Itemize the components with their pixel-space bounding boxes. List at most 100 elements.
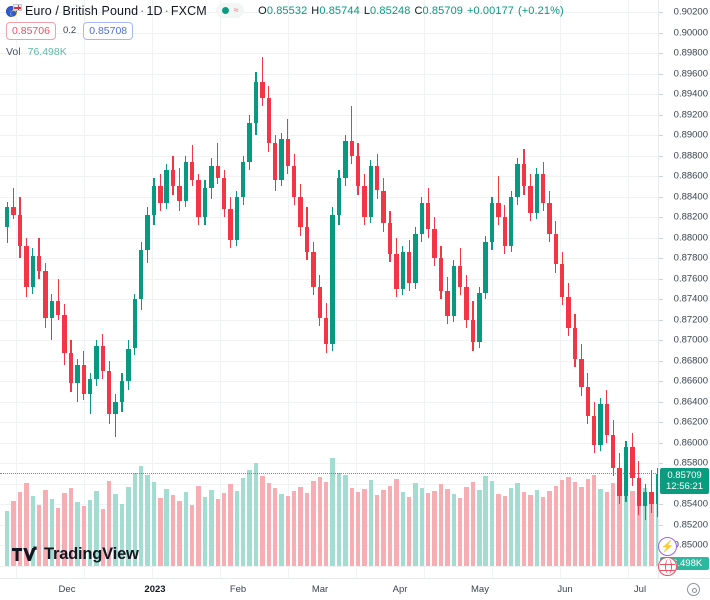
- candle-body: [49, 301, 55, 318]
- volume-bar: [426, 492, 431, 566]
- candle-body: [419, 202, 425, 234]
- high-value: 0.85744: [319, 4, 360, 17]
- candle-wick: [89, 373, 91, 415]
- candle-body: [158, 186, 163, 203]
- volume-bar: [585, 479, 590, 566]
- candle-body: [253, 81, 259, 123]
- price-tick-label: 0.86600: [673, 375, 708, 387]
- volume-bar: [24, 483, 29, 566]
- volume-series: [4, 458, 661, 566]
- legend-separator-1: ·: [140, 3, 145, 18]
- candle-body: [387, 223, 393, 255]
- candle-wick: [351, 106, 353, 164]
- volume-bar: [381, 489, 386, 566]
- lightning-alert-button[interactable]: ⚡: [658, 537, 677, 556]
- series-status-dot-icon[interactable]: [221, 7, 229, 14]
- candle-body: [406, 252, 412, 283]
- price-tick-mark: [659, 504, 663, 506]
- time-tick-label: Mar: [311, 584, 329, 595]
- legend-actions[interactable]: ≈: [215, 3, 245, 18]
- grid-line-horizontal: [0, 320, 658, 321]
- indicator-row[interactable]: 0.85706 0.2 0.85708: [6, 21, 564, 40]
- candle-body: [381, 190, 386, 224]
- chart-legend: Euro / British Pound · 1D · FXCM ≈ O0.85…: [6, 2, 564, 60]
- indicator-badge-upper[interactable]: 0.85708: [83, 21, 134, 40]
- indicator-badge-lower[interactable]: 0.85706: [6, 21, 56, 40]
- price-tick-mark: [659, 299, 663, 301]
- low-key: L: [363, 4, 371, 17]
- volume-bar: [432, 490, 437, 566]
- grid-line-vertical: [84, 0, 85, 578]
- gear-icon[interactable]: [687, 583, 700, 596]
- price-tick-mark: [659, 73, 663, 75]
- grid-line-horizontal: [0, 115, 658, 116]
- replay-globe-button[interactable]: [658, 557, 677, 576]
- candle-body: [355, 155, 361, 187]
- volume-legend-row[interactable]: Vol 76.498K: [6, 43, 564, 60]
- candle-wick: [650, 469, 653, 513]
- volume-bar: [617, 478, 622, 566]
- candle-body: [30, 256, 35, 287]
- price-tick-label: 0.87800: [673, 252, 708, 264]
- ohlc-values: O0.85532 H0.85744 L0.85248 C0.85709 +0.00177…: [258, 5, 564, 17]
- price-tick-mark: [659, 135, 663, 137]
- volume-bar: [87, 500, 93, 566]
- candle-body: [56, 301, 61, 315]
- candle-wick: [115, 393, 117, 437]
- candle-body: [521, 163, 527, 187]
- legend-symbol-row[interactable]: Euro / British Pound · 1D · FXCM ≈ O0.85…: [6, 2, 564, 19]
- candle-body: [598, 403, 603, 445]
- volume-bar: [572, 482, 578, 566]
- volume-bar: [515, 483, 520, 566]
- candle-body: [62, 314, 67, 353]
- volume-bar: [62, 492, 67, 566]
- candle-body: [336, 178, 342, 216]
- candle-body: [445, 291, 450, 316]
- current-price-badge[interactable]: 0.85709 12:56:21: [660, 467, 709, 494]
- time-tick-label: Jun: [557, 584, 573, 595]
- lightning-bolt-icon: ⚡: [660, 541, 675, 553]
- volume-bar: [604, 491, 610, 566]
- price-tick-label: 0.90200: [673, 6, 708, 18]
- candle-body: [177, 186, 182, 201]
- time-tick-label: Jul: [633, 584, 647, 595]
- grid-line-horizontal: [0, 402, 658, 403]
- series-settings-icon[interactable]: ≈: [233, 5, 239, 15]
- price-tick-label: 0.85400: [673, 498, 708, 510]
- candle-body: [151, 186, 157, 216]
- price-tick-mark: [659, 258, 663, 260]
- price-axis[interactable]: 0.90200 0.90000 0.89800 0.89600 0.89400 0.892…: [658, 0, 710, 578]
- volume-bar: [636, 481, 641, 566]
- volume-bar: [642, 487, 648, 566]
- chart-plot-area[interactable]: [0, 0, 661, 578]
- tradingview-logo: TradingView: [12, 545, 139, 564]
- candle-body: [560, 264, 565, 298]
- candle-body: [221, 178, 227, 209]
- candle-body: [247, 122, 252, 162]
- volume-bar: [553, 485, 559, 566]
- symbol-name[interactable]: Euro / British Pound: [25, 3, 139, 18]
- volume-bar: [630, 490, 635, 566]
- chart-grid: [0, 0, 658, 578]
- price-tick-label: 0.89200: [673, 109, 708, 121]
- indicator-parameter[interactable]: 0.2: [62, 25, 77, 36]
- grid-line-horizontal: [0, 566, 658, 567]
- candle-body: [304, 227, 310, 253]
- grid-line-vertical: [16, 0, 17, 578]
- candle-body: [630, 446, 635, 478]
- exchange-label[interactable]: FXCM: [170, 3, 207, 18]
- grid-line-vertical: [492, 0, 493, 578]
- volume-bar: [330, 458, 335, 566]
- price-tick-label: 0.86800: [673, 355, 708, 367]
- volume-bar: [266, 483, 271, 566]
- volume-bar: [336, 472, 342, 566]
- volume-bar: [311, 481, 316, 566]
- time-axis[interactable]: Dec 2023 Feb Mar Apr May Jun Jul: [0, 578, 710, 600]
- volume-bar: [375, 495, 380, 566]
- volume-bar: [477, 489, 482, 566]
- interval-label[interactable]: 1D: [146, 3, 163, 18]
- candle-body: [489, 202, 495, 242]
- grid-line-horizontal: [0, 299, 658, 300]
- volume-bar: [158, 498, 163, 566]
- volume-bar: [228, 484, 233, 566]
